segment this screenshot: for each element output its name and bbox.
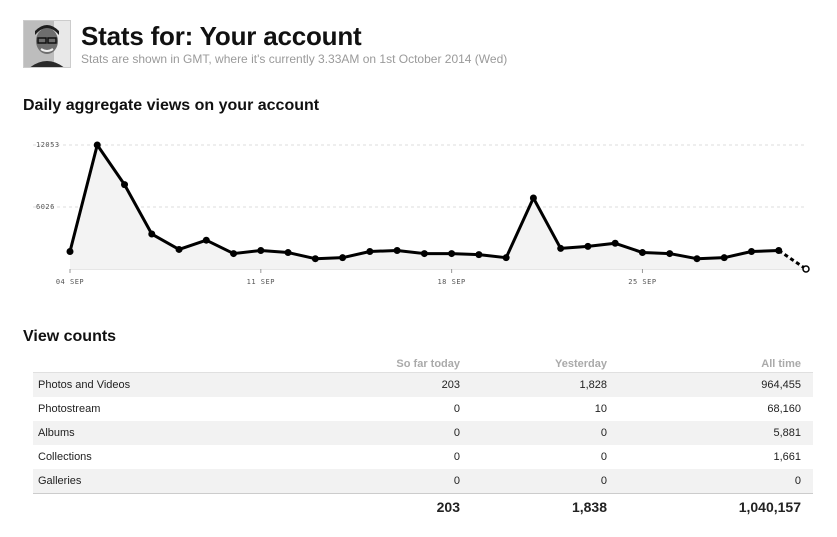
views-chart-svg[interactable]: 12053 6026 04 SEP 11 SEP 18 SEP 25 SEP <box>0 130 837 300</box>
chart-section-title: Daily aggregate views on your account <box>23 97 320 114</box>
x-tick-label: 11 SEP <box>247 278 275 286</box>
row-today: 0 <box>453 451 460 463</box>
data-point <box>257 246 265 254</box>
data-point <box>557 244 565 252</box>
row-all-time: 68,160 <box>767 403 801 415</box>
view-counts-title: View counts <box>23 328 117 345</box>
x-tick-label: 04 SEP <box>56 278 84 286</box>
table-row[interactable]: Photos and Videos 203 1,828 964,455 <box>33 373 813 397</box>
row-today: 0 <box>453 475 460 487</box>
data-point <box>121 181 129 189</box>
row-label: Collections <box>38 451 92 463</box>
row-all-time: 1,661 <box>773 451 801 463</box>
data-point <box>448 250 456 258</box>
data-point <box>611 239 619 247</box>
data-point <box>175 245 183 253</box>
data-point <box>529 194 537 202</box>
row-label: Galleries <box>38 475 82 487</box>
y-tick-label: 12053 <box>36 141 60 149</box>
col-header-yesterday[interactable]: Yesterday <box>555 357 607 370</box>
row-label: Photostream <box>38 403 101 415</box>
page-header: Stats for: Your account Stats are shown … <box>23 20 507 68</box>
table-row[interactable]: Galleries 0 0 0 <box>33 469 813 493</box>
views-chart[interactable]: 12053 6026 04 SEP 11 SEP 18 SEP 25 SEP <box>0 130 837 300</box>
avatar-portrait-icon <box>24 21 70 67</box>
row-yesterday: 10 <box>594 403 607 415</box>
data-point <box>720 254 728 262</box>
total-all-time: 1,040,157 <box>738 499 801 515</box>
x-tick-label: 25 SEP <box>628 278 656 286</box>
data-point <box>666 250 674 258</box>
row-yesterday: 0 <box>600 451 607 463</box>
table-row[interactable]: Photostream 0 10 68,160 <box>33 397 813 421</box>
data-point <box>747 248 755 256</box>
row-yesterday: 0 <box>600 427 607 439</box>
data-point <box>475 251 483 259</box>
data-point <box>148 230 156 238</box>
data-point <box>366 248 374 256</box>
data-point <box>339 254 347 262</box>
data-point <box>230 250 238 258</box>
table-row[interactable]: Collections 0 0 1,661 <box>33 445 813 469</box>
row-yesterday: 0 <box>600 475 607 487</box>
data-point <box>93 141 101 149</box>
data-point <box>311 255 319 263</box>
row-all-time: 0 <box>794 475 801 487</box>
view-counts-table: So far today Yesterday All time Photos a… <box>33 355 813 520</box>
row-today: 0 <box>453 403 460 415</box>
data-point <box>638 249 646 257</box>
data-point <box>393 246 401 254</box>
x-tick-label: 18 SEP <box>437 278 465 286</box>
row-all-time: 5,881 <box>773 427 801 439</box>
series-line-partial <box>777 249 807 271</box>
data-point <box>420 250 428 258</box>
title-block: Stats for: Your account Stats are shown … <box>81 20 507 66</box>
data-point <box>584 242 592 250</box>
data-point <box>66 248 74 256</box>
total-today: 203 <box>436 499 460 515</box>
avatar[interactable] <box>23 20 71 68</box>
data-point <box>202 236 210 244</box>
page-subtitle: Stats are shown in GMT, where it's curre… <box>81 52 508 66</box>
row-yesterday: 1,828 <box>579 379 607 391</box>
col-header-today[interactable]: So far today <box>396 357 460 370</box>
data-point <box>802 265 810 273</box>
row-label: Photos and Videos <box>38 379 131 391</box>
page-title: Stats for: Your account <box>81 21 362 51</box>
y-tick-label: 6026 <box>36 203 55 211</box>
total-yesterday: 1,838 <box>571 499 607 515</box>
data-point <box>775 246 783 254</box>
series-line <box>68 143 779 261</box>
row-label: Albums <box>38 427 75 439</box>
data-point <box>693 255 701 263</box>
row-all-time: 964,455 <box>761 379 801 391</box>
data-point <box>284 249 292 257</box>
table-row[interactable]: Albums 0 0 5,881 <box>33 421 813 445</box>
row-today: 0 <box>453 427 460 439</box>
table-totals: 203 1,838 1,040,157 <box>33 493 813 520</box>
table-header: So far today Yesterday All time <box>33 355 813 373</box>
data-point <box>502 254 510 262</box>
col-header-all-time[interactable]: All time <box>761 357 801 370</box>
row-today: 203 <box>441 379 460 391</box>
